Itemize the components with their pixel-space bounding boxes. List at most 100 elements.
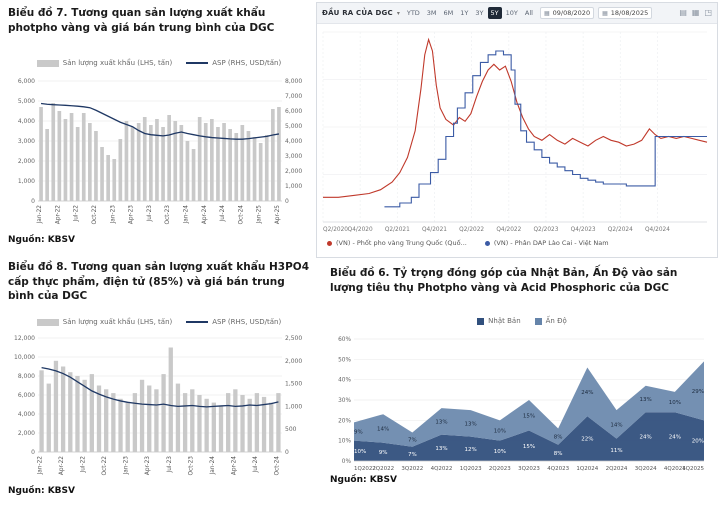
compare-icon[interactable]: ▦ (691, 8, 700, 17)
svg-text:Oct-24: Oct-24 (274, 456, 280, 476)
line-swatch-icon (186, 62, 209, 65)
range-button-5y[interactable]: 5Y (487, 7, 502, 19)
date-to-value: 18/08/2025 (610, 9, 649, 17)
chevron-down-icon[interactable]: ▾ (396, 9, 400, 17)
chart-type-icon[interactable]: ▤ (679, 8, 687, 17)
range-button-6m[interactable]: 6M (443, 9, 454, 17)
svg-text:Q4/2024: Q4/2024 (645, 227, 670, 233)
svg-text:Jul-23: Jul-23 (167, 456, 173, 474)
date-from-value: 09/08/2020 (552, 9, 591, 17)
svg-text:8%: 8% (554, 451, 563, 457)
svg-text:22%: 22% (581, 437, 593, 443)
svg-text:500: 500 (285, 426, 297, 433)
chart8-legend-bar-item: Sản lượng xuất khẩu (LHS, tấn) (36, 318, 172, 326)
svg-text:14%: 14% (610, 423, 622, 429)
series-dot-icon (327, 240, 332, 246)
svg-text:3Q2024: 3Q2024 (635, 466, 657, 472)
svg-text:2,500: 2,500 (285, 335, 302, 342)
svg-text:Q2/2024: Q2/2024 (608, 227, 633, 233)
range-button-ytd[interactable]: YTD (406, 9, 420, 17)
svg-text:6,000: 6,000 (18, 392, 35, 399)
svg-text:2,000: 2,000 (285, 358, 302, 365)
svg-text:13%: 13% (435, 446, 447, 452)
svg-text:3,000: 3,000 (18, 138, 35, 145)
trading-legend-item-1[interactable]: (VN) - Phân DAP Lào Cai - Việt Nam (484, 239, 609, 247)
series-swatch-icon (477, 317, 485, 325)
svg-text:8,000: 8,000 (285, 78, 302, 85)
svg-text:Jan-22: Jan-22 (37, 205, 43, 225)
svg-text:Q2/2022: Q2/2022 (459, 227, 484, 233)
range-button-all[interactable]: All (524, 9, 533, 17)
svg-text:3,000: 3,000 (285, 153, 302, 160)
svg-text:Q2/2023: Q2/2023 (533, 227, 558, 233)
chart6-legend-item-1: Ấn Độ (534, 317, 567, 325)
svg-text:Apr-22: Apr-22 (55, 205, 61, 224)
range-button-1y[interactable]: 1Y (460, 9, 469, 17)
svg-text:Jul-23: Jul-23 (147, 205, 153, 223)
svg-text:Apr-23: Apr-23 (145, 456, 151, 475)
svg-text:1Q2023: 1Q2023 (460, 466, 482, 472)
chart6-source: Nguồn: KBSV (330, 475, 397, 486)
svg-text:1,000: 1,000 (285, 403, 302, 410)
svg-text:1Q2025: 1Q2025 (682, 466, 704, 472)
svg-text:Jan-23: Jan-23 (110, 205, 116, 225)
svg-text:1Q2024: 1Q2024 (576, 466, 598, 472)
svg-text:Jan-24: Jan-24 (210, 456, 216, 476)
svg-text:Q4/2023: Q4/2023 (571, 227, 596, 233)
svg-text:Jul-24: Jul-24 (253, 456, 259, 474)
svg-text:10%: 10% (338, 439, 351, 445)
chart8-legend-line-item: ASP (RHS, USD/tấn) (186, 318, 281, 326)
svg-text:4Q2023: 4Q2023 (547, 466, 569, 472)
date-to-field[interactable]: ▦ 18/08/2025 (598, 7, 653, 19)
svg-text:0%: 0% (342, 459, 352, 465)
chart7-source: Nguồn: KBSV (8, 235, 75, 246)
calendar-icon: ▦ (543, 9, 550, 17)
svg-text:Apr-23: Apr-23 (129, 205, 135, 224)
svg-text:8%: 8% (554, 435, 563, 441)
date-from-field[interactable]: ▦ 09/08/2020 (539, 7, 595, 19)
svg-text:10%: 10% (669, 400, 681, 406)
trading-plot[interactable]: Q2/2020 Q4/2020 Q2/2021 Q4/2021 Q2/2022 Q4/20… (317, 24, 717, 236)
svg-text:Apr-24: Apr-24 (202, 205, 208, 224)
svg-text:0: 0 (31, 198, 35, 205)
svg-text:13%: 13% (465, 422, 477, 428)
svg-text:4Q2022: 4Q2022 (431, 466, 453, 472)
bar-swatch-icon (36, 59, 59, 67)
chart8-legend: Sản lượng xuất khẩu (LHS, tấn) ASP (RHS,… (8, 318, 310, 326)
svg-text:Oct-24: Oct-24 (238, 205, 244, 225)
svg-text:3Q2022: 3Q2022 (401, 466, 423, 472)
svg-text:Jan-22: Jan-22 (38, 456, 44, 476)
chart8-source: Nguồn: KBSV (8, 486, 75, 497)
fullscreen-icon[interactable]: ◳ (704, 8, 712, 17)
trading-title: ĐẦU RA CỦA DGC (322, 9, 393, 17)
svg-text:10%: 10% (354, 449, 366, 455)
svg-text:7,000: 7,000 (285, 93, 302, 100)
svg-text:2,000: 2,000 (285, 168, 302, 175)
header-icons: ▤ ▦ ◳ (679, 9, 712, 17)
range-button-3y[interactable]: 3Y (475, 9, 484, 17)
svg-text:Oct-22: Oct-22 (92, 205, 98, 225)
svg-text:2,000: 2,000 (18, 158, 35, 165)
svg-text:15%: 15% (523, 414, 535, 420)
trading-legend-label: (VN) - Phân DAP Lào Cai - Việt Nam (493, 239, 609, 247)
chart7-plot: 0 1,000 2,000 3,000 4,000 5,000 6,000 0 1,000 2,0… (18, 78, 303, 225)
svg-text:4,000: 4,000 (18, 411, 35, 418)
svg-text:0: 0 (285, 198, 289, 205)
svg-text:12%: 12% (465, 447, 477, 453)
svg-text:5,000: 5,000 (18, 98, 35, 105)
chart6-legend-label: Nhật Bản (488, 317, 521, 326)
svg-text:24%: 24% (640, 435, 652, 441)
svg-text:1,000: 1,000 (285, 183, 302, 190)
trading-legend-item-0[interactable]: (VN) - Phốt pho vàng Trung Quốc (Quố... (327, 239, 467, 247)
svg-text:15%: 15% (523, 444, 535, 450)
chart8-plot: 0 2,000 4,000 6,000 8,000 10,000 12,000 0 500 1,0… (14, 335, 302, 476)
line-swatch-icon (186, 321, 209, 324)
svg-text:9%: 9% (354, 430, 363, 436)
range-button-3m[interactable]: 3M (426, 9, 437, 17)
svg-text:Jul-24: Jul-24 (220, 205, 226, 223)
chart6-panel: Biểu đồ 6. Tỷ trọng đóng góp của Nhật Bả… (330, 266, 714, 485)
chart7-title: Biểu đồ 7. Tương quan sản lượng xuất khẩ… (8, 7, 275, 34)
svg-text:1Q2022: 1Q2022 (354, 466, 376, 472)
svg-text:2Q2023: 2Q2023 (489, 466, 511, 472)
range-button-10y[interactable]: 10Y (505, 9, 518, 17)
